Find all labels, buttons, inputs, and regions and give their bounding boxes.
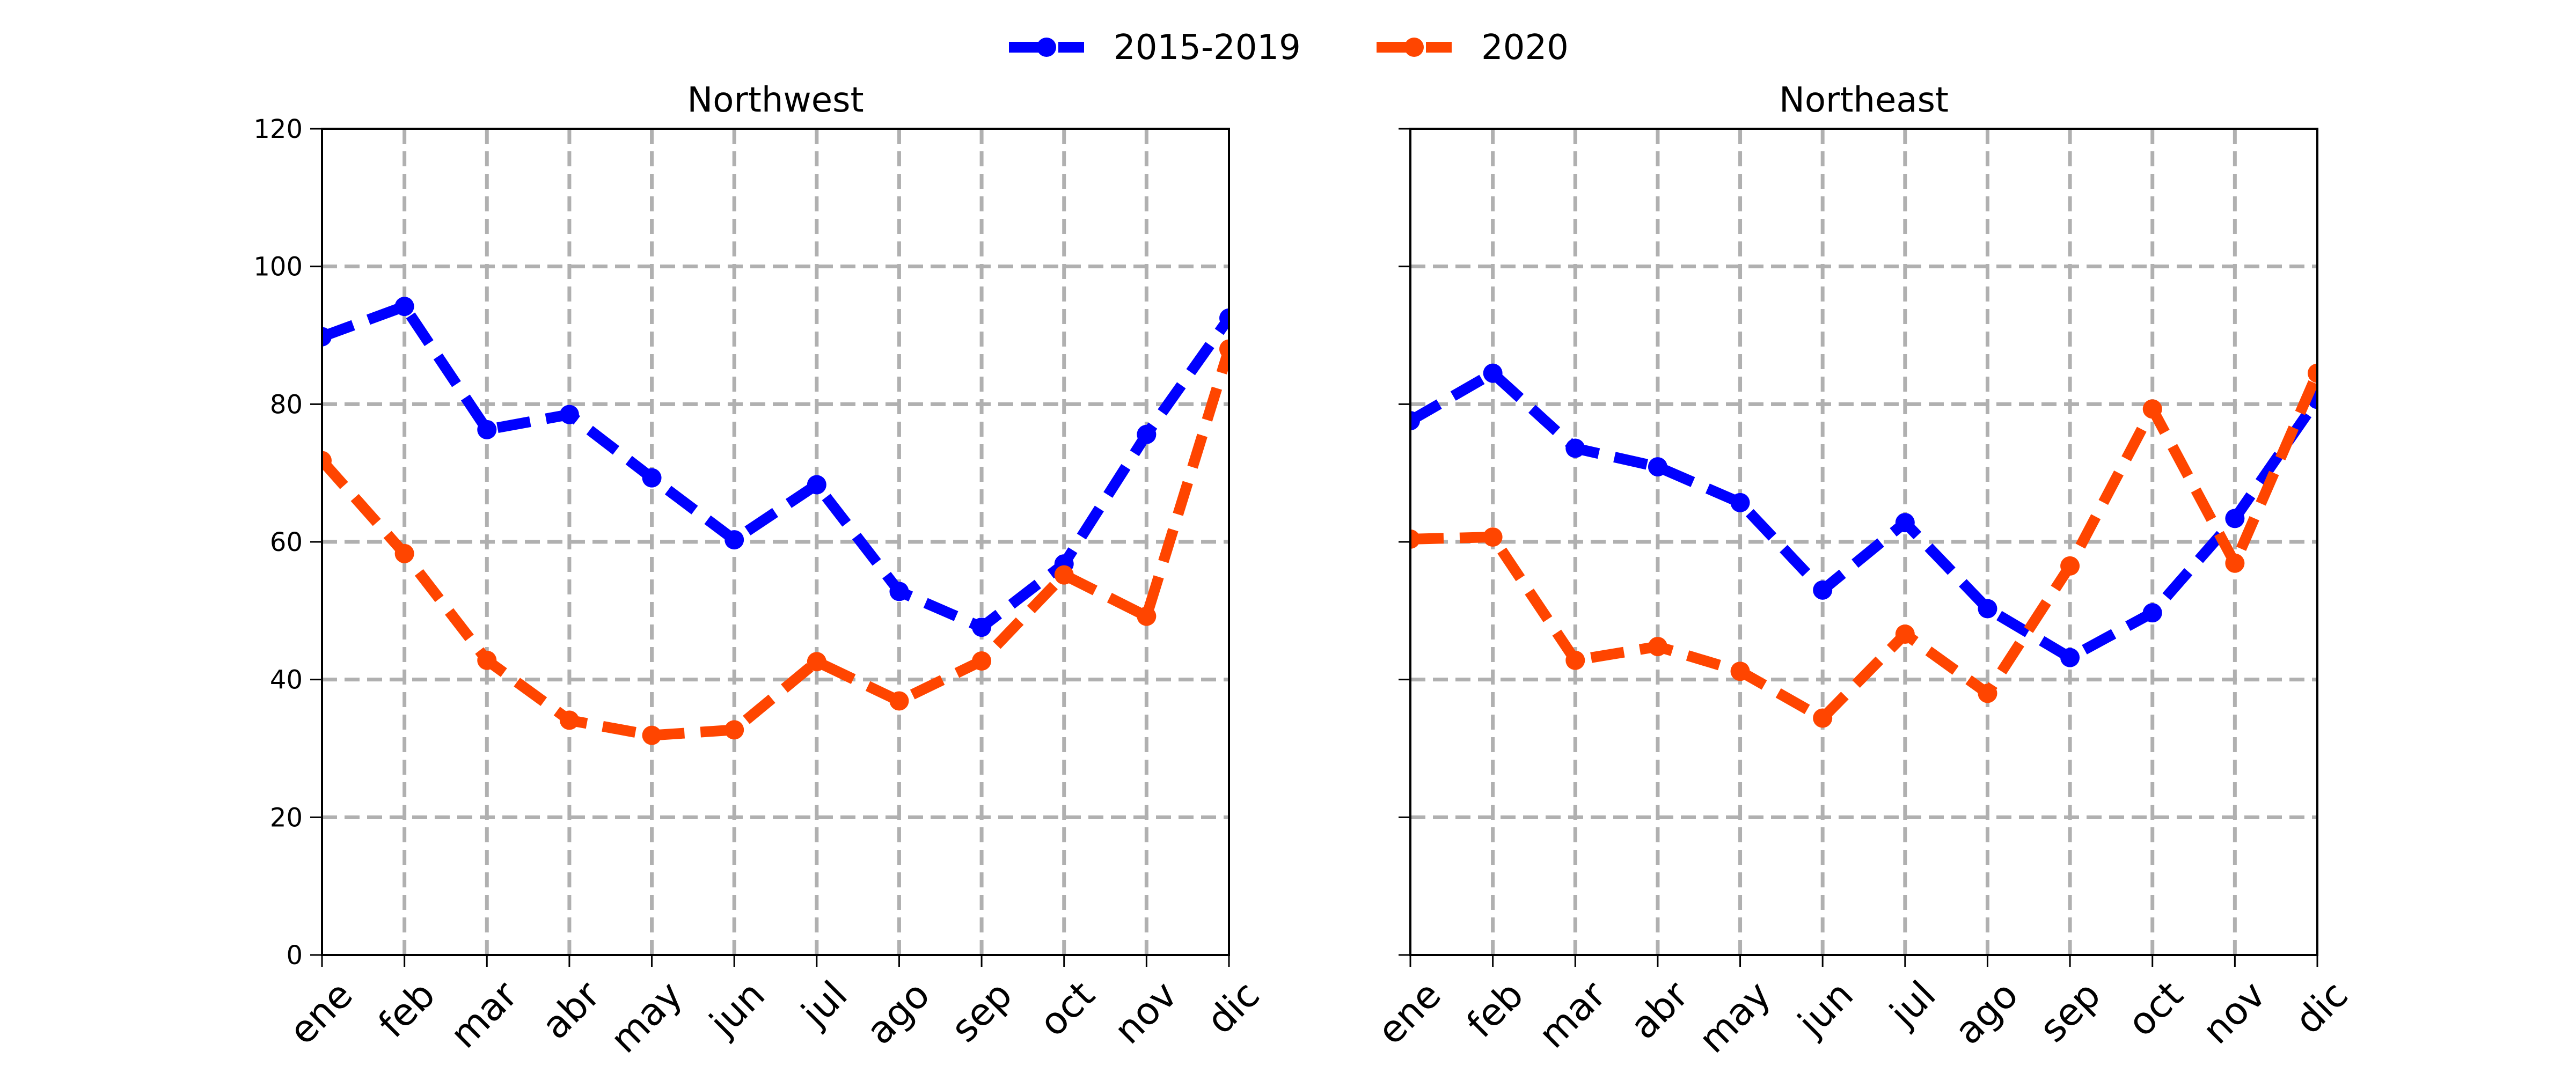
x-tick-label: nov — [1106, 973, 1185, 1053]
data-point-2015-2019 — [1483, 363, 1503, 383]
data-point-2015-2019 — [322, 327, 332, 347]
x-tick-label: oct — [1031, 973, 1103, 1045]
x-tick-label: dic — [2286, 973, 2356, 1042]
data-point-2020 — [1565, 650, 1585, 670]
panel-title: Northeast — [1779, 80, 1949, 120]
x-tick-label: feb — [370, 973, 443, 1046]
data-point-2020 — [972, 651, 992, 671]
data-point-2020 — [889, 691, 909, 711]
data-point-2020 — [1978, 684, 1997, 703]
data-point-2020 — [1730, 662, 1750, 681]
data-point-2015-2019 — [2060, 648, 2080, 667]
data-point-2015-2019 — [394, 297, 414, 317]
data-point-2020 — [724, 720, 744, 740]
legend-marker-2015-2019 — [1037, 38, 1056, 57]
y-tick-label: 20 — [270, 803, 303, 833]
data-point-2015-2019 — [1565, 438, 1585, 458]
data-point-2015-2019 — [1730, 493, 1750, 512]
legend-label: 2020 — [1481, 28, 1569, 68]
data-point-2020 — [559, 710, 579, 730]
panel-title: Northwest — [687, 80, 863, 120]
data-point-2015-2019 — [642, 468, 662, 488]
data-point-2015-2019 — [1978, 599, 1997, 619]
data-point-2015-2019 — [724, 530, 744, 550]
data-point-2015-2019 — [889, 582, 909, 601]
x-tick-label: feb — [1458, 973, 1532, 1046]
data-point-2020 — [1813, 708, 1833, 728]
data-point-2020 — [2225, 553, 2245, 573]
data-point-2015-2019 — [2142, 603, 2162, 623]
x-tick-label: sep — [2031, 973, 2109, 1051]
axes-frame — [1409, 128, 2318, 956]
x-tick-label: ene — [1369, 973, 1450, 1053]
x-tick-label: ago — [858, 973, 938, 1053]
x-tick-label: oct — [2119, 973, 2192, 1045]
data-point-2020 — [2308, 363, 2317, 383]
x-tick-label: may — [1690, 973, 1780, 1062]
data-point-2015-2019 — [807, 475, 826, 495]
data-point-2015-2019 — [1410, 411, 1420, 431]
data-point-2020 — [1895, 624, 1915, 644]
data-point-2020 — [1054, 565, 1074, 585]
data-point-2020 — [322, 451, 332, 471]
series-line-2015-2019 — [1410, 368, 2317, 663]
series-line-2020 — [1410, 371, 2317, 724]
plot-area — [1410, 363, 2317, 728]
data-point-2020 — [477, 650, 497, 670]
x-tick-label: jul — [1880, 973, 1944, 1036]
y-tick-label: 120 — [253, 114, 303, 144]
data-point-2015-2019 — [1137, 424, 1157, 444]
x-tick-label: jun — [700, 973, 773, 1046]
data-point-2020 — [2060, 556, 2080, 576]
y-tick-label: 100 — [253, 252, 303, 282]
legend-label: 2015-2019 — [1114, 28, 1301, 68]
legend: 2015-2019 2020 — [1009, 28, 1569, 68]
x-tick-label: jul — [792, 973, 855, 1036]
x-tick-label: dic — [1198, 973, 1268, 1042]
y-tick-label: 0 — [286, 940, 303, 971]
data-point-2015-2019 — [1813, 580, 1833, 600]
data-point-2020 — [1483, 527, 1503, 547]
x-tick-label: ago — [1946, 973, 2026, 1053]
axes-frame — [321, 128, 1230, 956]
x-tick-label: ene — [281, 973, 361, 1053]
data-point-2020 — [2142, 399, 2162, 419]
data-point-2015-2019 — [1895, 513, 1915, 533]
data-point-2015-2019 — [1219, 308, 1229, 328]
data-point-2020 — [1410, 529, 1420, 549]
y-tick-label: 40 — [270, 665, 303, 695]
x-tick-label: mar — [442, 973, 526, 1057]
x-tick-label: jun — [1789, 973, 1862, 1046]
data-point-2020 — [642, 725, 662, 745]
y-tick-label: 80 — [270, 389, 303, 420]
data-point-2020 — [807, 652, 826, 672]
y-tick-label: 60 — [270, 527, 303, 557]
data-point-2020 — [1219, 339, 1229, 359]
plot-area — [322, 297, 1229, 745]
data-point-2015-2019 — [559, 405, 579, 424]
x-tick-label: sep — [942, 973, 1021, 1051]
x-tick-label: abr — [1622, 973, 1697, 1048]
series-line-2015-2019 — [322, 301, 1229, 633]
data-point-2015-2019 — [477, 420, 497, 439]
x-tick-label: abr — [533, 973, 609, 1048]
data-point-2020 — [1648, 637, 1667, 657]
data-point-2015-2019 — [1648, 457, 1667, 477]
data-point-2015-2019 — [972, 618, 992, 637]
data-point-2020 — [1137, 606, 1157, 626]
data-point-2020 — [394, 543, 414, 563]
series-line-2020 — [322, 347, 1229, 741]
x-tick-label: may — [602, 973, 691, 1062]
x-tick-label: mar — [1530, 973, 1614, 1057]
x-tick-label: nov — [2194, 973, 2274, 1053]
data-point-2015-2019 — [2225, 509, 2245, 528]
legend-marker-2020 — [1404, 38, 1424, 57]
